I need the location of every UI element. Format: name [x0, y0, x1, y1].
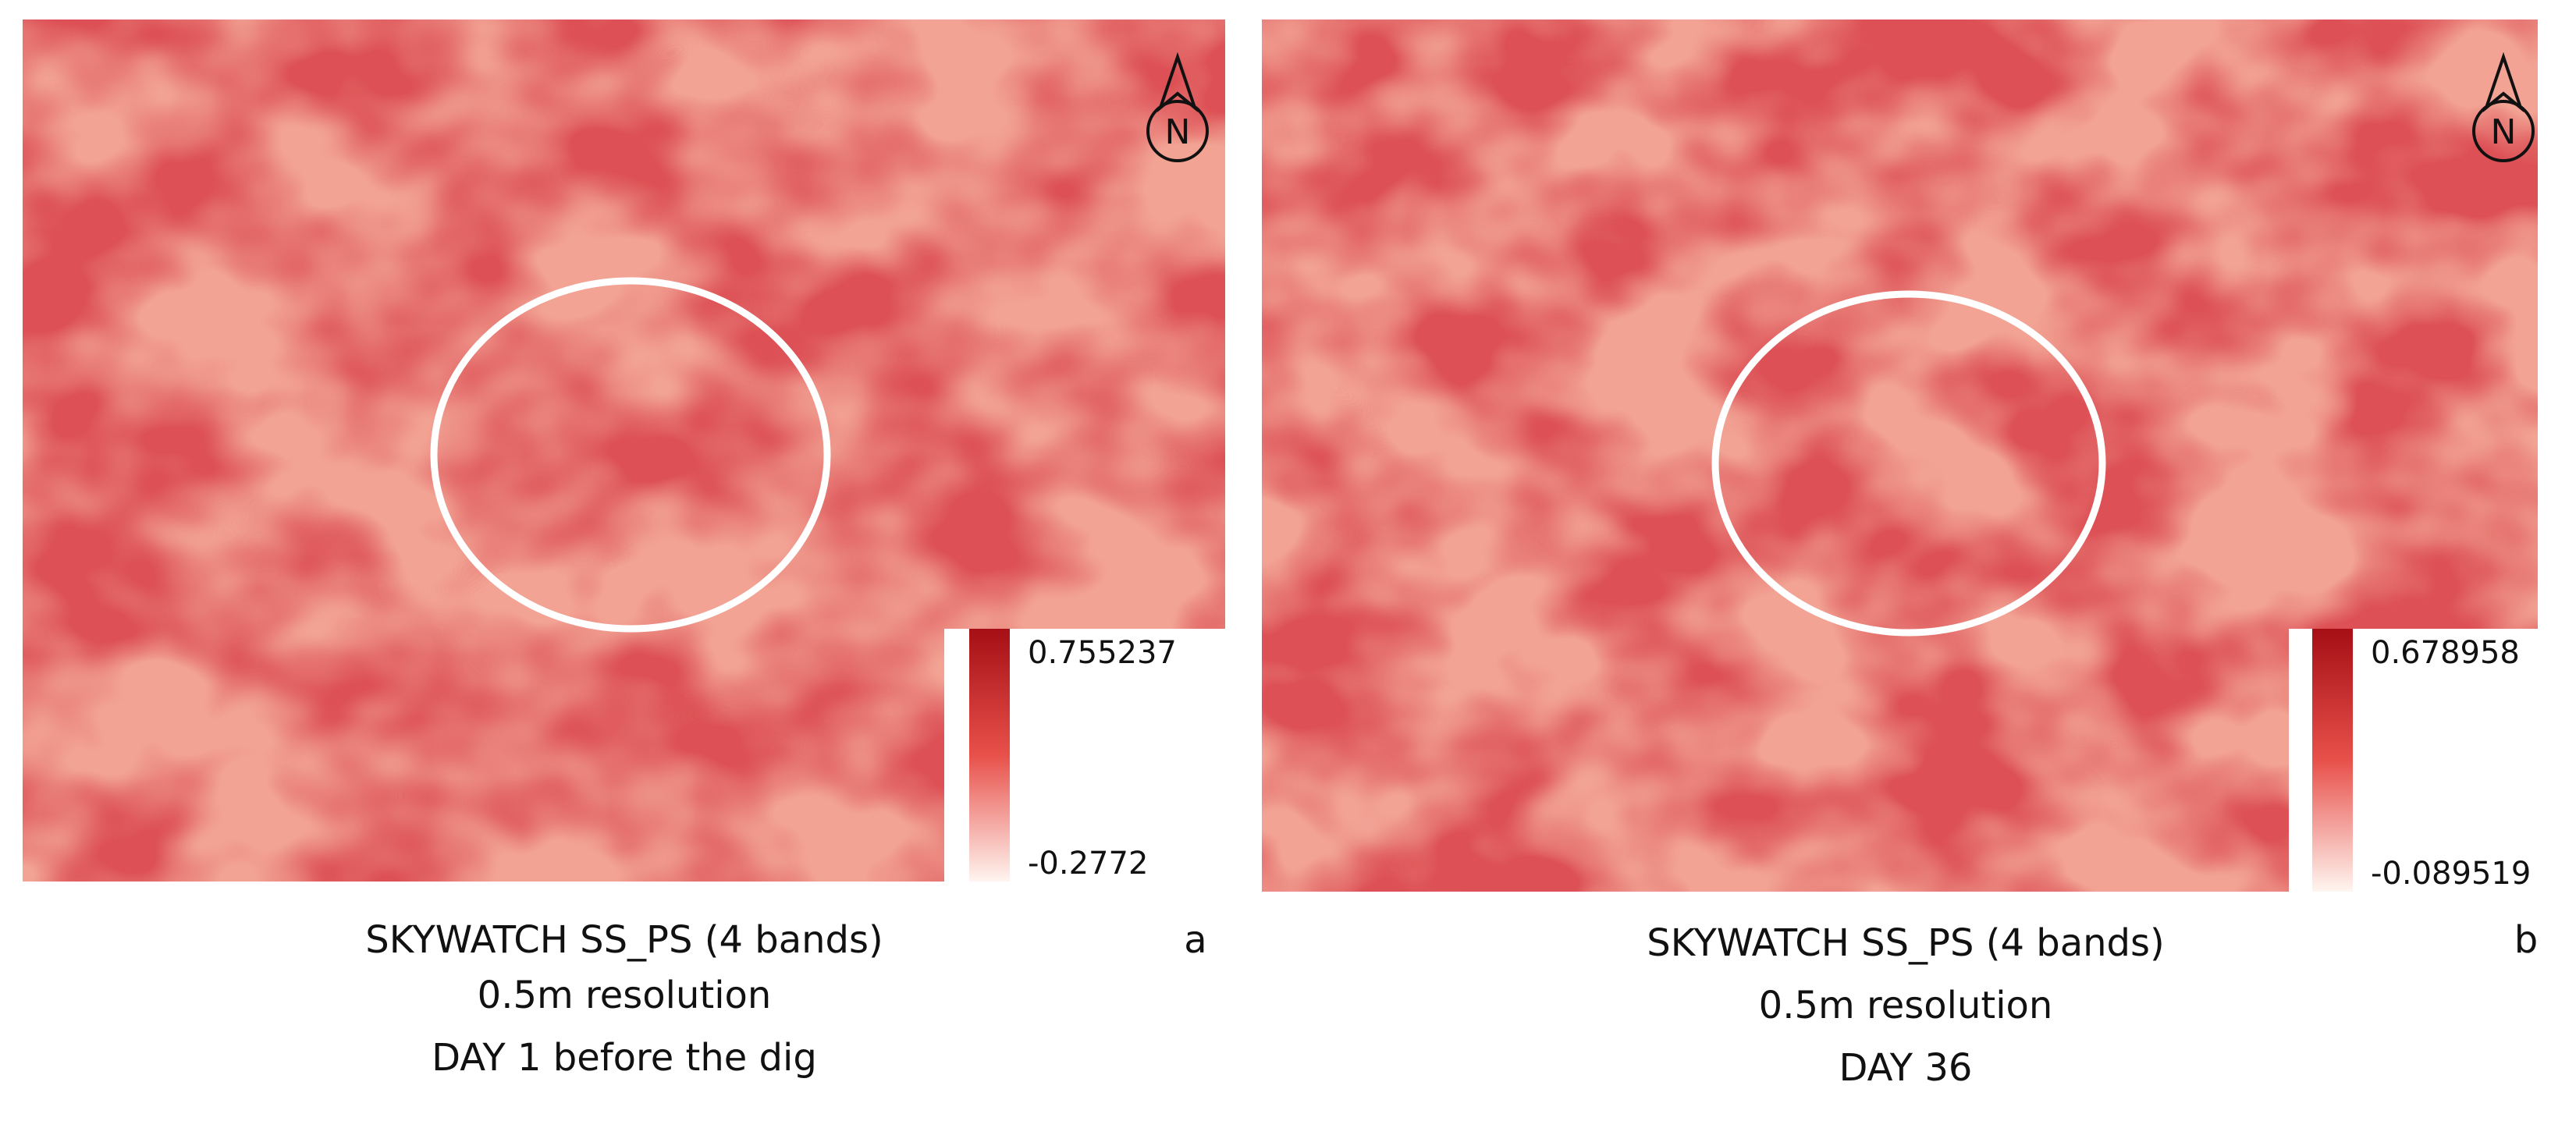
- north-label: N: [2491, 112, 2517, 152]
- legend-min: -0.089519: [2371, 856, 2531, 892]
- panels: N 0.755237 -0.2772 SKYWATCH SS_PS (4 bands)…: [23, 20, 2538, 1090]
- panel-letter: a: [1184, 918, 1206, 962]
- panel: N 0.755237 -0.2772 SKYWATCH SS_PS (4 bands)…: [23, 20, 1225, 1080]
- color-bar: [969, 629, 1010, 882]
- caption-line: 0.5m resolution: [1759, 984, 2053, 1027]
- panel-letter: b: [2514, 918, 2538, 962]
- caption-line: 0.5m resolution: [478, 974, 772, 1017]
- legend-max: 0.755237: [1028, 635, 1177, 671]
- color-bar: [2312, 629, 2353, 892]
- legend-max: 0.678958: [2371, 635, 2520, 671]
- north-arrow: [2482, 51, 2524, 112]
- north-circle: [2472, 100, 2535, 162]
- north-label: N: [1165, 112, 1191, 152]
- highlight-circle: [1711, 290, 2106, 637]
- panel: N 0.678958 -0.089519 SKYWATCH SS_PS (4 band…: [1262, 20, 2538, 1090]
- raster-image: [23, 20, 1225, 882]
- highlight-circle: [430, 277, 831, 633]
- caption-line: SKYWATCH SS_PS (4 bands): [365, 918, 883, 962]
- caption-line: DAY 1 before the dig: [432, 1036, 817, 1080]
- raster-texture: [23, 20, 1225, 882]
- legend-min: -0.2772: [1028, 846, 1148, 882]
- caption-line: SKYWATCH SS_PS (4 bands): [1647, 921, 2165, 965]
- north-circle: [1146, 100, 1209, 162]
- north-arrow: [1157, 51, 1199, 112]
- caption-line: DAY 36: [1839, 1046, 1973, 1090]
